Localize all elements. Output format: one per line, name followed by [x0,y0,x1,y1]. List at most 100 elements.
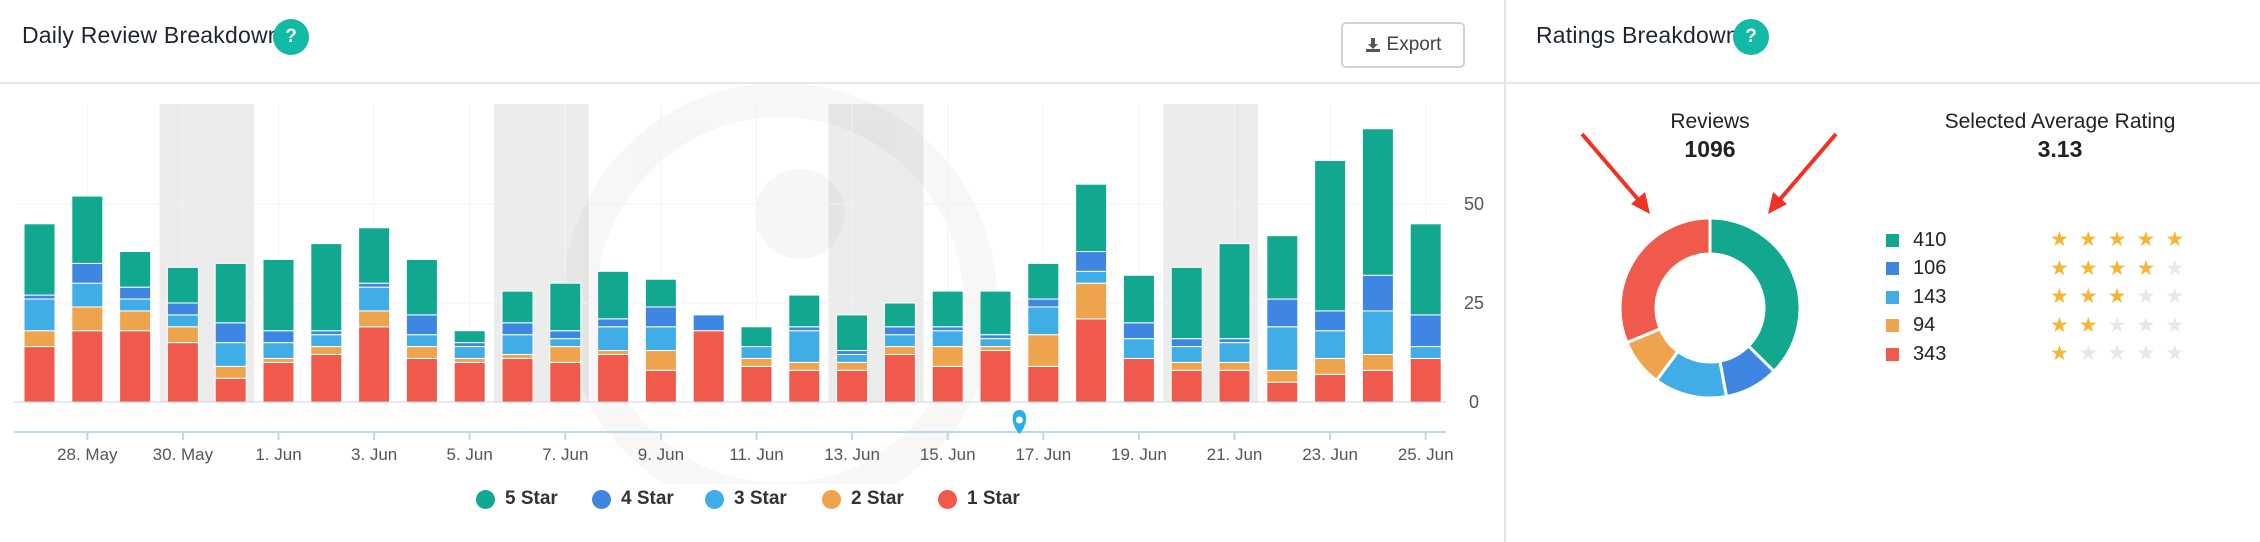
bar-segment-1-star[interactable] [979,350,1012,403]
bar-segment-3-star[interactable] [501,334,534,355]
bar-segment-5-star[interactable] [1314,159,1347,312]
bar-segment-5-star[interactable] [549,282,582,332]
bar-segment-1-star[interactable] [310,353,343,403]
bar-segment-1-star[interactable] [1266,381,1299,403]
bar-segment-3-star[interactable] [310,334,343,348]
bar-segment-4-star[interactable] [405,314,438,336]
bar-segment-5-star[interactable] [1122,274,1155,324]
bar-segment-5-star[interactable] [597,270,630,320]
bar-segment-4-star[interactable] [836,350,869,355]
bar-segment-3-star[interactable] [1075,270,1108,284]
bar-segment-1-star[interactable] [597,353,630,403]
bar-segment-1-star[interactable] [119,330,152,403]
bar-segment-4-star[interactable] [883,326,916,336]
bar-segment-5-star[interactable] [358,227,391,284]
bar-segment-3-star[interactable] [597,326,630,352]
legend-item-1-star[interactable]: 1 Star [938,487,1020,511]
bar-segment-5-star[interactable] [119,251,152,288]
bar-segment-4-star[interactable] [979,334,1012,340]
bar-segment-2-star[interactable] [788,361,821,371]
bar-segment-3-star[interactable] [549,338,582,348]
date-marker-pin[interactable] [1012,410,1027,434]
bar-segment-2-star[interactable] [262,357,295,363]
bar-segment-1-star[interactable] [214,377,247,403]
bar-segment-4-star[interactable] [644,306,677,328]
bar-segment-4-star[interactable] [23,294,56,300]
bar-segment-1-star[interactable] [501,357,534,403]
help-icon[interactable]: ? [1733,19,1769,55]
bar-segment-2-star[interactable] [1170,361,1203,371]
bar-segment-4-star[interactable] [1170,338,1203,348]
bar-segment-1-star[interactable] [71,330,104,403]
bar-segment-1-star[interactable] [931,365,964,403]
bar-segment-1-star[interactable] [1170,369,1203,403]
bar-segment-3-star[interactable] [214,342,247,367]
bar-segment-4-star[interactable] [1075,251,1108,272]
bar-segment-3-star[interactable] [119,298,152,312]
bar-segment-2-star[interactable] [1266,369,1299,383]
bar-segment-4-star[interactable] [119,286,152,300]
bar-segment-2-star[interactable] [405,346,438,359]
bar-segment-4-star[interactable] [214,322,247,344]
bar-segment-1-star[interactable] [1075,318,1108,403]
bar-segment-2-star[interactable] [1218,361,1251,371]
bar-segment-1-star[interactable] [23,346,56,403]
bar-segment-5-star[interactable] [883,302,916,328]
bar-segment-5-star[interactable] [405,258,438,316]
bar-segment-3-star[interactable] [1027,306,1060,336]
bar-segment-1-star[interactable] [1027,365,1060,403]
bar-segment-5-star[interactable] [1409,223,1442,316]
bar-segment-5-star[interactable] [1027,262,1060,300]
bar-segment-2-star[interactable] [1314,357,1347,375]
bar-segment-3-star[interactable] [979,338,1012,348]
bar-segment-2-star[interactable] [71,306,104,332]
export-button[interactable]: Export [1341,22,1465,68]
bar-segment-5-star[interactable] [453,330,486,344]
bar-segment-2-star[interactable] [453,357,486,363]
bar-segment-1-star[interactable] [644,369,677,403]
bar-segment-3-star[interactable] [883,334,916,348]
bar-segment-4-star[interactable] [166,302,199,316]
bar-segment-5-star[interactable] [1170,266,1203,340]
bar-segment-2-star[interactable] [644,350,677,371]
bar-segment-2-star[interactable] [883,346,916,355]
bar-segment-3-star[interactable] [740,346,773,359]
bar-segment-3-star[interactable] [23,298,56,332]
legend-item-3-star[interactable]: 3 Star [705,487,787,511]
bar-segment-5-star[interactable] [1361,128,1394,276]
bar-segment-2-star[interactable] [836,361,869,371]
bar-segment-1-star[interactable] [1409,357,1442,403]
bar-segment-2-star[interactable] [358,310,391,328]
bar-segment-1-star[interactable] [1361,369,1394,403]
bar-segment-3-star[interactable] [358,286,391,312]
bar-segment-5-star[interactable] [501,290,534,324]
bar-segment-3-star[interactable] [1361,310,1394,355]
bar-segment-3-star[interactable] [1218,342,1251,363]
bar-segment-3-star[interactable] [644,326,677,352]
bar-segment-2-star[interactable] [119,310,152,332]
bar-segment-5-star[interactable] [788,294,821,328]
legend-item-4-star[interactable]: 4 Star [592,487,674,511]
bar-segment-1-star[interactable] [1122,357,1155,403]
bar-segment-4-star[interactable] [549,330,582,340]
bar-segment-5-star[interactable] [1218,243,1251,340]
help-icon[interactable]: ? [273,19,309,55]
bar-segment-5-star[interactable] [1266,235,1299,300]
bar-segment-5-star[interactable] [836,314,869,352]
bar-segment-3-star[interactable] [453,346,486,359]
bar-segment-2-star[interactable] [501,353,534,359]
bar-segment-5-star[interactable] [931,290,964,328]
bar-segment-3-star[interactable] [788,330,821,363]
bar-segment-4-star[interactable] [931,326,964,332]
bar-segment-1-star[interactable] [692,330,725,403]
bar-segment-3-star[interactable] [166,314,199,328]
bar-segment-5-star[interactable] [644,278,677,308]
bar-segment-4-star[interactable] [1266,298,1299,328]
bar-segment-2-star[interactable] [1075,282,1108,320]
bar-segment-2-star[interactable] [23,330,56,348]
bar-segment-5-star[interactable] [979,290,1012,336]
bar-segment-4-star[interactable] [453,342,486,348]
bar-segment-1-star[interactable] [836,369,869,403]
bar-segment-5-star[interactable] [740,326,773,348]
bar-segment-2-star[interactable] [1027,334,1060,367]
